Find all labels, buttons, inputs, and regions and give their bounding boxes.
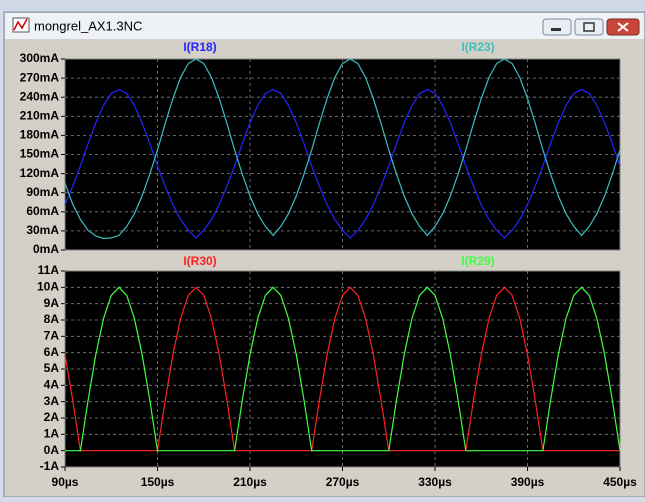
y-tick-label: 210mA	[20, 108, 60, 122]
x-tick-label: 270µs	[326, 475, 360, 489]
y-tick-label: 150mA	[20, 147, 60, 161]
y-tick-label: 120mA	[20, 166, 60, 180]
y-tick-label: 180mA	[20, 128, 60, 142]
x-tick-label: 90µs	[52, 475, 79, 489]
window-icon	[12, 17, 30, 33]
maximize-button[interactable]	[574, 18, 604, 36]
y-tick-label: 30mA	[26, 223, 59, 237]
close-button[interactable]	[606, 18, 640, 36]
y-tick-label: 1A	[44, 427, 60, 441]
taskbar-strip	[0, 0, 645, 10]
y-tick-label: 270mA	[20, 70, 60, 84]
y-tick-label: 0A	[44, 443, 60, 457]
y-tick-label: 300mA	[20, 51, 60, 65]
legend-label: I(R29)	[461, 254, 494, 268]
x-tick-label: 150µs	[141, 475, 175, 489]
y-tick-label: 90mA	[26, 185, 59, 199]
y-tick-label: 8A	[44, 312, 60, 326]
window-title: mongrel_AX1.3NC	[34, 18, 142, 33]
y-tick-label: 0mA	[33, 242, 59, 256]
y-tick-label: 3A	[44, 394, 60, 408]
x-tick-label: 330µs	[418, 475, 452, 489]
legend-label: I(R23)	[461, 40, 494, 54]
y-tick-label: 4A	[44, 378, 60, 392]
y-tick-label: -1A	[40, 459, 60, 473]
y-tick-label: 60mA	[26, 204, 59, 218]
y-tick-label: 9A	[44, 296, 60, 310]
y-tick-label: 2A	[44, 410, 60, 424]
y-tick-label: 6A	[44, 345, 60, 359]
y-tick-label: 240mA	[20, 89, 60, 103]
legend-label: I(R30)	[183, 254, 216, 268]
y-tick-label: 5A	[44, 361, 60, 375]
x-tick-label: 450µs	[603, 475, 637, 489]
x-tick-label: 210µs	[233, 475, 267, 489]
x-tick-label: 390µs	[511, 475, 545, 489]
y-tick-label: 10A	[37, 280, 59, 294]
y-tick-label: 7A	[44, 329, 60, 343]
minimize-button[interactable]	[542, 18, 572, 36]
series-line	[65, 286, 621, 452]
series-line	[64, 58, 621, 240]
legend-label: I(R18)	[183, 40, 216, 54]
y-tick-label: 11A	[38, 263, 60, 277]
series-line	[64, 88, 621, 239]
title-bar	[5, 13, 644, 39]
